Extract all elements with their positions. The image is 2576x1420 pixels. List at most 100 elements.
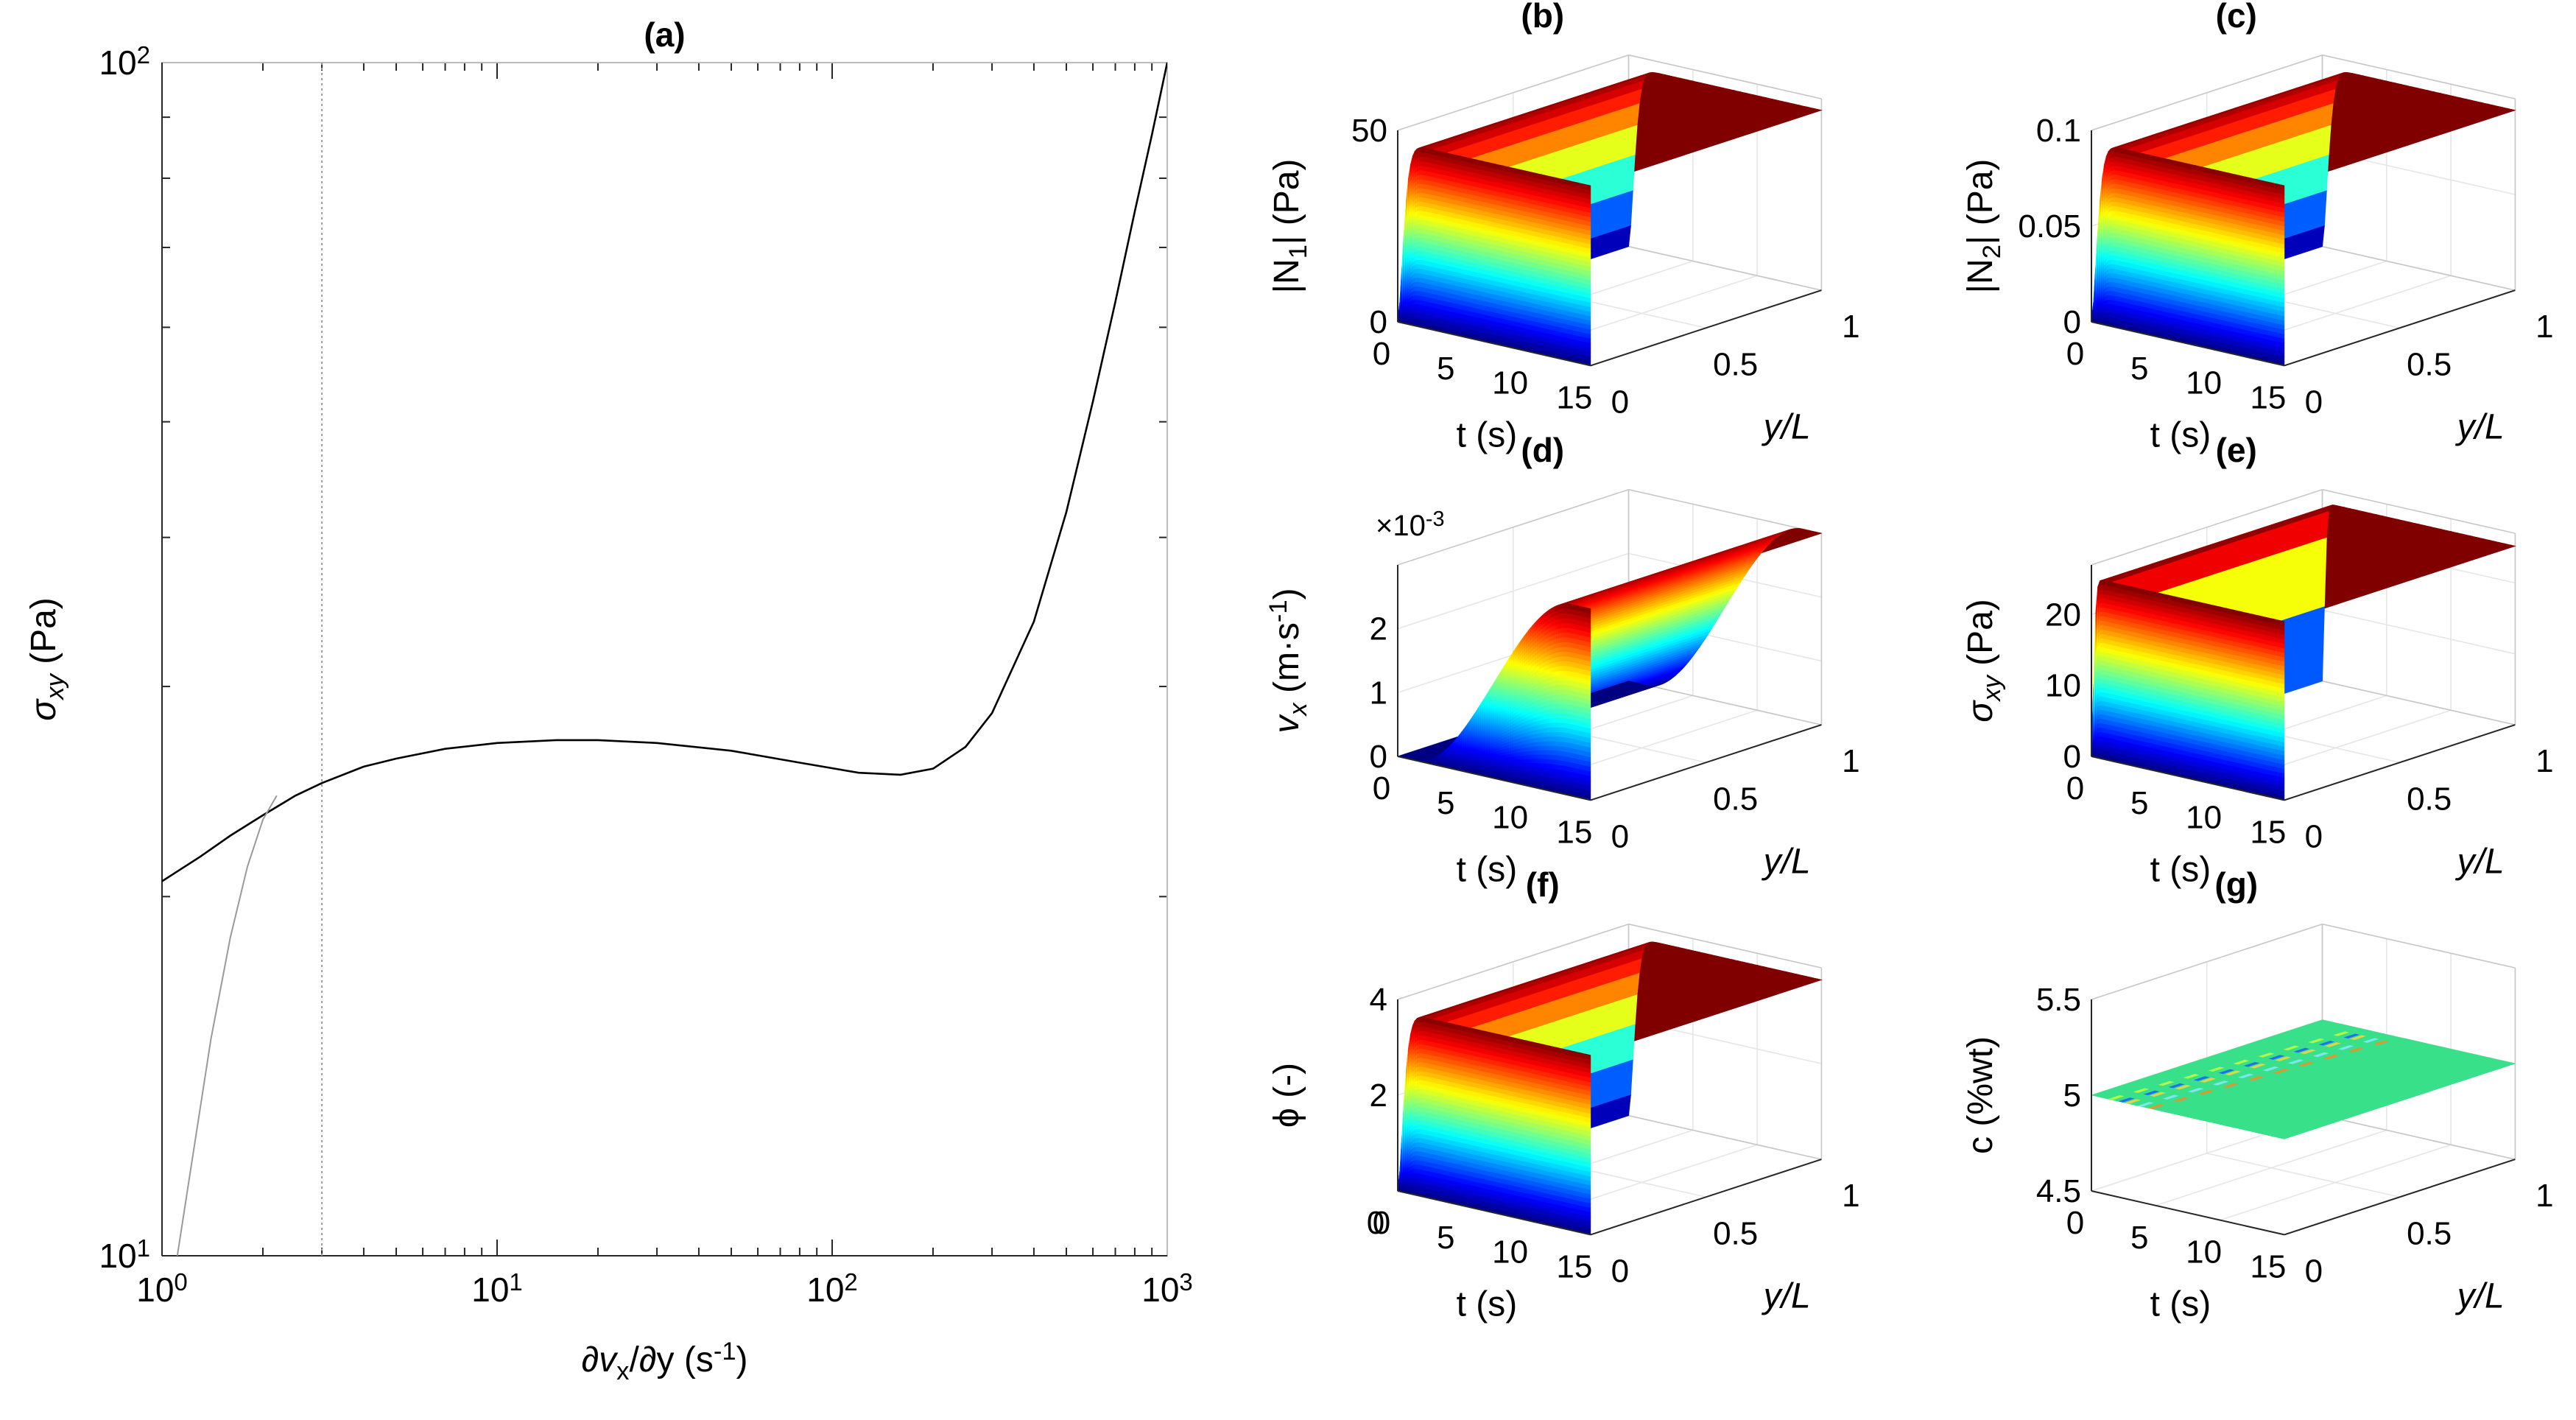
surface-cell [2123, 162, 2126, 168]
surface-cell [1575, 191, 1578, 197]
surface-cell [1519, 183, 1523, 189]
surface-cell [1440, 273, 1443, 278]
surface-cell [1532, 235, 1535, 241]
surface-cell [2128, 244, 2130, 250]
surface-cell [1491, 270, 1495, 277]
surface-cell [1507, 319, 1510, 326]
surface-cell [2128, 172, 2130, 178]
surface-cell [1444, 273, 1448, 280]
surface-cell [1427, 157, 1430, 164]
surface-cell [1545, 323, 1548, 329]
surface-cell [1491, 253, 1495, 259]
surface-cell [1580, 317, 1583, 324]
surface-cell [1496, 317, 1499, 323]
surface-cell [1463, 219, 1467, 225]
surface-cell [1560, 187, 1563, 194]
surface-cell [1421, 165, 1424, 171]
surface-cell [1541, 340, 1544, 347]
surface-cell [1496, 222, 1499, 228]
surface-cell [1493, 190, 1497, 197]
surface-cell [1427, 202, 1430, 208]
surface-cell [2140, 265, 2144, 271]
surface-cell [1562, 255, 1566, 261]
surface-cell [1532, 312, 1535, 317]
surface-cell [1586, 301, 1589, 307]
surface-cell [1562, 183, 1566, 189]
surface-cell [1493, 298, 1497, 304]
surface-cell [2112, 228, 2116, 233]
surface-cell [1569, 333, 1572, 340]
surface-cell [1474, 326, 1477, 331]
surface-cell [2110, 264, 2114, 270]
surface-cell [2121, 148, 2124, 154]
surface-cell [1418, 152, 1422, 158]
surface-cell [1434, 217, 1437, 223]
surface-cell [1519, 309, 1523, 314]
surface-cell [1543, 260, 1546, 266]
surface-cell [1549, 252, 1552, 259]
surface-cell [1453, 186, 1456, 191]
surface-cell [1457, 267, 1460, 273]
surface-cell [1453, 244, 1456, 250]
surface-cell [1571, 334, 1574, 340]
surface-cell [1583, 269, 1587, 275]
surface-cell [1483, 219, 1486, 225]
surface-cell [1554, 267, 1557, 273]
surface-cell [1566, 184, 1570, 190]
surface-cell [1477, 253, 1479, 260]
surface-cell [1588, 220, 1591, 227]
surface-cell [1440, 205, 1443, 211]
surface-cell [1412, 308, 1415, 313]
surface-cell [1477, 208, 1479, 215]
surface-cell [1427, 314, 1430, 321]
surface-cell [1455, 204, 1458, 210]
surface-cell [1415, 273, 1418, 278]
surface-cell [1438, 218, 1441, 224]
surface-cell [1582, 314, 1585, 320]
surface-cell [1479, 218, 1482, 225]
surface-cell [1507, 252, 1510, 258]
surface-cell [2114, 214, 2118, 220]
surface-cell [1489, 247, 1493, 254]
surface-cell [1477, 317, 1479, 323]
surface-cell [1560, 250, 1563, 256]
surface-cell [1569, 252, 1572, 259]
surface-cell [1556, 285, 1559, 292]
surface-cell [1586, 197, 1589, 204]
surface-cell [1500, 286, 1503, 292]
surface-cell [1562, 318, 1566, 324]
surface-cell [2119, 183, 2122, 190]
surface-cell [2130, 317, 2133, 323]
surface-cell [1566, 328, 1570, 334]
surface-cell [1543, 337, 1546, 342]
surface-cell [1498, 254, 1501, 260]
surface-cell [1517, 299, 1521, 305]
surface-cell [1470, 203, 1474, 209]
surface-cell [1462, 237, 1465, 243]
surface-cell [1536, 186, 1540, 192]
surface-cell [2142, 279, 2146, 285]
surface-cell [1538, 281, 1542, 287]
surface-cell [1470, 247, 1474, 254]
surface-cell [1507, 261, 1510, 267]
surface-cell [1519, 277, 1523, 283]
surface-cell [1463, 300, 1467, 306]
surface-cell [1543, 305, 1546, 311]
surface-cell [1509, 239, 1512, 245]
surface-cell [1479, 322, 1482, 328]
surface-cell [1582, 246, 1585, 253]
surface-cell [1451, 217, 1454, 222]
surface-cell [1560, 287, 1563, 292]
surface-cell [1434, 158, 1437, 165]
surface-cell [2125, 203, 2128, 209]
surface-cell [1577, 196, 1580, 202]
surface-cell [1489, 180, 1493, 186]
surface-cell [1415, 303, 1418, 309]
surface-cell [1571, 325, 1574, 331]
surface-cell [1434, 231, 1437, 236]
surface-cell [1472, 194, 1476, 200]
surface-cell [1436, 227, 1439, 233]
surface-cell [1489, 275, 1493, 281]
surface-cell [1575, 213, 1578, 219]
surface-cell [1582, 201, 1585, 207]
